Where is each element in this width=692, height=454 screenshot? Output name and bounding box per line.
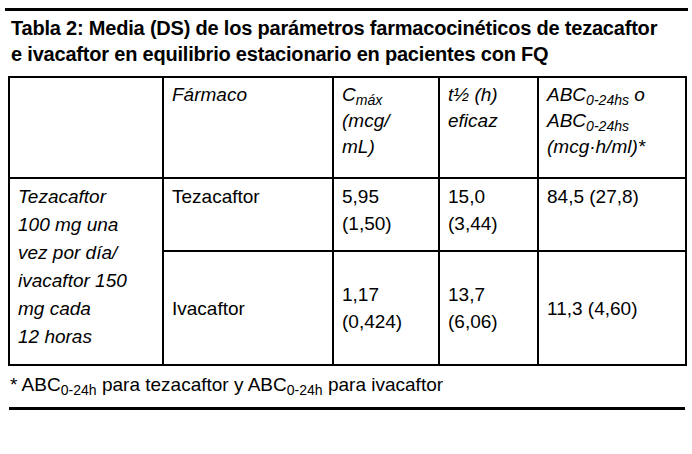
bottom-rule — [9, 407, 685, 410]
cell-regimen: Tezacaftor100 mg unavez por día/ivacafto… — [9, 178, 163, 365]
header-row: Fármaco Cmáx(mcg/mL) t½ (h)eficaz ABC0-2… — [9, 77, 686, 178]
cell-abc-ivacaftor: 11,3 (4,60) — [538, 251, 686, 365]
header-cell-thalf: t½ (h)eficaz — [439, 77, 538, 178]
cell-cmax-tezacaftor: 5,95(1,50) — [333, 178, 439, 251]
cell-thalf-tezacaftor: 15,0(3,44) — [439, 178, 538, 251]
document-page: Tabla 2: Media (DS) de los parámetros fa… — [0, 8, 692, 454]
cell-thalf-ivacaftor: 13,7(6,06) — [439, 251, 538, 365]
header-cell-empty — [9, 77, 163, 178]
cell-cmax-ivacaftor: 1,17(0,424) — [333, 251, 439, 365]
top-rule — [5, 8, 688, 11]
cell-drug-tezacaftor: Tezacaftor — [163, 178, 333, 251]
header-cell-farmaco: Fármaco — [163, 77, 333, 178]
header-cell-abc: ABC0-24hs oABC0-24hs(mcg·h/ml)* — [538, 77, 686, 178]
cell-drug-ivacaftor: Ivacaftor — [163, 251, 333, 365]
header-cell-cmax: Cmáx(mcg/mL) — [333, 77, 439, 178]
table-title: Tabla 2: Media (DS) de los parámetros fa… — [11, 15, 673, 67]
footnote: * ABC0-24h para tezacaftor y ABC0-24h pa… — [10, 372, 692, 398]
cell-abc-tezacaftor: 84,5 (27,8) — [538, 178, 686, 251]
table-row-tezacaftor: Tezacaftor100 mg unavez por día/ivacafto… — [9, 178, 686, 251]
pk-table: Fármaco Cmáx(mcg/mL) t½ (h)eficaz ABC0-2… — [8, 76, 687, 366]
